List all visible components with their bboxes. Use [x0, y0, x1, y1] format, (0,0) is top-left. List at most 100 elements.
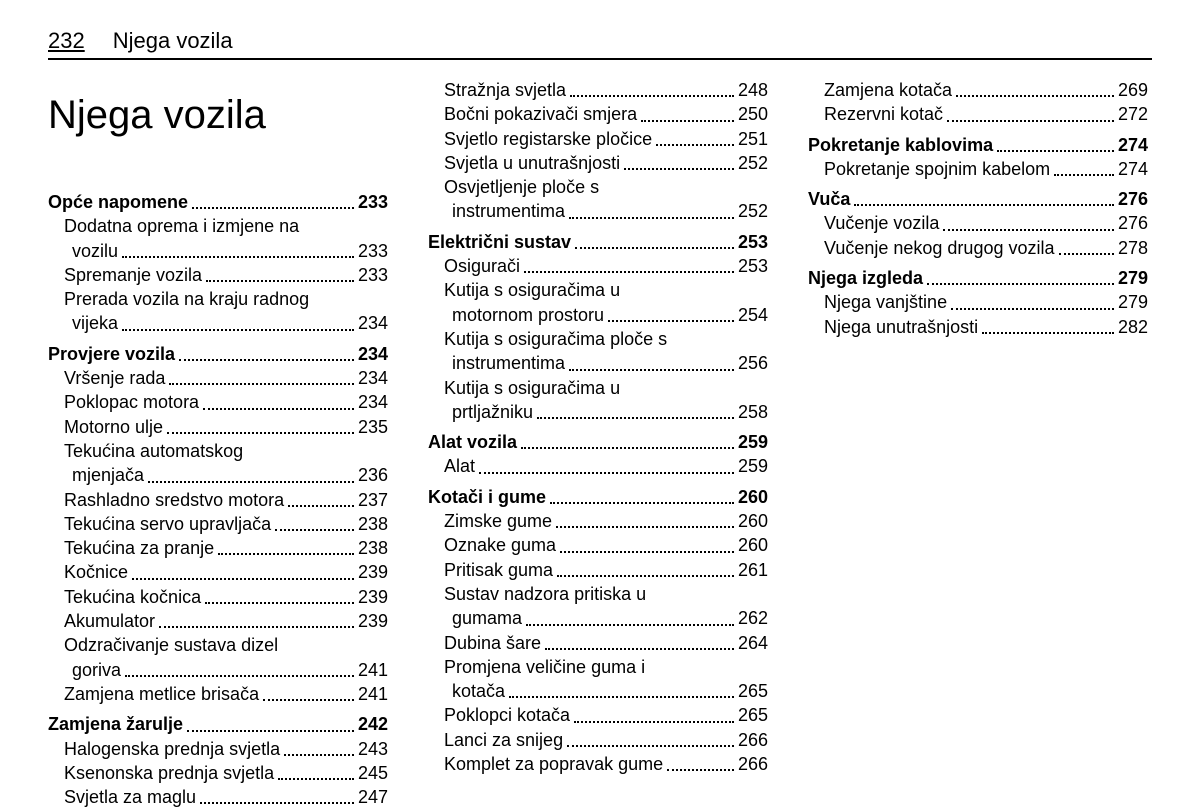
toc-entry: Kotači i gume260 — [428, 485, 768, 509]
toc-label: Pokretanje spojnim kabelom — [824, 157, 1050, 181]
toc-entry: Tekućina za pranje 238 — [48, 536, 388, 560]
toc-page-number: 266 — [738, 752, 768, 776]
toc-page-number: 238 — [358, 512, 388, 536]
toc-page-number: 253 — [738, 230, 768, 254]
toc-page-number: 238 — [358, 536, 388, 560]
toc-entry: Kutija s osiguračima u — [428, 278, 768, 302]
toc-leader-dots — [982, 332, 1114, 334]
toc-label: motornom prostoru — [452, 303, 604, 327]
toc-label: Motorno ulje — [64, 415, 163, 439]
toc-page-number: 241 — [358, 682, 388, 706]
toc-label: Osigurači — [444, 254, 520, 278]
toc-label: Poklopac motora — [64, 390, 199, 414]
toc-leader-dots — [550, 502, 734, 504]
toc-leader-dots — [122, 329, 354, 331]
toc-page-number: 233 — [358, 263, 388, 287]
toc-label: Kutija s osiguračima ploče s — [444, 327, 667, 351]
toc-page-number: 274 — [1118, 157, 1148, 181]
toc-label: Spremanje vozila — [64, 263, 202, 287]
toc-page-number: 237 — [358, 488, 388, 512]
toc-label: Vučenje nekog drugog vozila — [824, 236, 1055, 260]
toc-label: Vuča — [808, 187, 850, 211]
toc-label: Poklopci kotača — [444, 703, 570, 727]
toc-label: Rezervni kotač — [824, 102, 943, 126]
toc-entry: Zamjena metlice brisača241 — [48, 682, 388, 706]
toc-leader-dots — [284, 754, 354, 756]
toc-entry: Opće napomene233 — [48, 190, 388, 214]
page-number: 232 — [48, 28, 85, 54]
toc-label: Promjena veličine guma i — [444, 655, 645, 679]
toc-leader-dots — [179, 359, 354, 361]
toc-entry: Odzračivanje sustava dizel — [48, 633, 388, 657]
toc-page-number: 262 — [738, 606, 768, 630]
toc-label: Pokretanje kablovima — [808, 133, 993, 157]
toc-leader-dots — [509, 696, 734, 698]
toc-entry: Ksenonska prednja svjetla245 — [48, 761, 388, 785]
toc-label: Alat — [444, 454, 475, 478]
chapter-title: Njega vozila — [48, 88, 388, 142]
toc-leader-dots — [608, 320, 734, 322]
toc-entry: Poklopci kotača265 — [428, 703, 768, 727]
toc-leader-dots — [205, 602, 354, 604]
toc-page-number: 259 — [738, 454, 768, 478]
toc-label: mjenjača — [72, 463, 144, 487]
toc-entry: vijeka234 — [48, 311, 388, 335]
toc-leader-dots — [200, 802, 354, 804]
toc-leader-dots — [169, 383, 354, 385]
toc-entry: Kutija s osiguračima ploče s — [428, 327, 768, 351]
toc-label: Kotači i gume — [428, 485, 546, 509]
toc-label: Kočnice — [64, 560, 128, 584]
toc-entry: Rezervni kotač 272 — [808, 102, 1148, 126]
toc-columns: Njega vozila Opće napomene233Dodatna opr… — [48, 78, 1152, 809]
toc-leader-dots — [951, 308, 1114, 310]
toc-page-number: 234 — [358, 366, 388, 390]
toc-entry: Alat vozila259 — [428, 430, 768, 454]
toc-page-number: 242 — [358, 712, 388, 736]
toc-label: Tekućina za pranje — [64, 536, 214, 560]
toc-leader-dots — [854, 204, 1114, 206]
toc-page-number: 276 — [1118, 187, 1148, 211]
toc-label: Njega izgleda — [808, 266, 923, 290]
toc-leader-dots — [132, 578, 354, 580]
toc-entry: Poklopac motora 234 — [48, 390, 388, 414]
toc-entry: Vučenje vozila276 — [808, 211, 1148, 235]
toc-leader-dots — [624, 168, 734, 170]
toc-entry: Promjena veličine guma i — [428, 655, 768, 679]
toc-leader-dots — [567, 745, 734, 747]
toc-leader-dots — [641, 120, 734, 122]
toc-entry: Zamjena žarulje 242 — [48, 712, 388, 736]
toc-leader-dots — [667, 769, 734, 771]
toc-label: Svjetla u unutrašnjosti — [444, 151, 620, 175]
toc-page-number: 251 — [738, 127, 768, 151]
toc-label: Akumulator — [64, 609, 155, 633]
column-1: Njega vozila Opće napomene233Dodatna opr… — [48, 78, 388, 809]
toc-page-number: 272 — [1118, 102, 1148, 126]
toc-entry: Alat 259 — [428, 454, 768, 478]
toc-label: Opće napomene — [48, 190, 188, 214]
toc-page-number: 241 — [358, 658, 388, 682]
toc-entry: Osvjetljenje ploče s — [428, 175, 768, 199]
toc-leader-dots — [569, 369, 734, 371]
toc-page-number: 234 — [358, 342, 388, 366]
toc-label: vijeka — [72, 311, 118, 335]
toc-leader-dots — [556, 526, 734, 528]
toc-page-number: 234 — [358, 390, 388, 414]
toc-label: Provjere vozila — [48, 342, 175, 366]
toc-label: Tekućina automatskog — [64, 439, 243, 463]
toc-label: prtljažniku — [452, 400, 533, 424]
toc-leader-dots — [167, 432, 354, 434]
toc-page-number: 276 — [1118, 211, 1148, 235]
toc-page-number: 233 — [358, 239, 388, 263]
toc-entry: Prerada vozila na kraju radnog — [48, 287, 388, 311]
toc-leader-dots — [148, 481, 354, 483]
toc-leader-dots — [927, 283, 1114, 285]
toc-label: Pritisak guma — [444, 558, 553, 582]
toc-entry: Vučenje nekog drugog vozila278 — [808, 236, 1148, 260]
toc-label: Zamjena žarulje — [48, 712, 183, 736]
section-name: Njega vozila — [113, 28, 233, 54]
toc-label: Oznake guma — [444, 533, 556, 557]
toc-label: vozilu — [72, 239, 118, 263]
toc-leader-dots — [187, 730, 354, 732]
toc-label: Zimske gume — [444, 509, 552, 533]
toc-leader-dots — [574, 721, 734, 723]
